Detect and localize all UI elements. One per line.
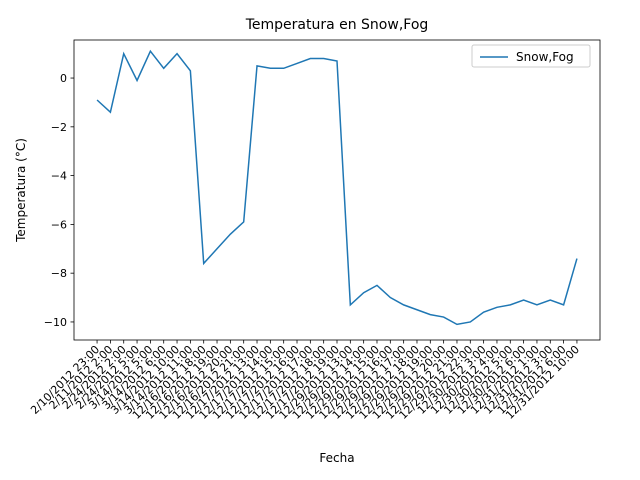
y-tick-label: −8 [51, 267, 67, 280]
y-tick-label: −10 [44, 316, 67, 329]
y-tick-label: −2 [51, 121, 67, 134]
chart-title: Temperatura en Snow,Fog [245, 17, 429, 33]
legend-label: Snow,Fog [516, 50, 574, 64]
y-tick-label: −6 [51, 218, 67, 231]
x-axis-label: Fecha [319, 451, 354, 465]
y-axis-label: Temperatura (°C) [14, 138, 28, 243]
y-tick-label: 0 [60, 72, 67, 85]
plot-area [73, 39, 601, 341]
y-tick-label: −4 [51, 170, 67, 183]
legend-box [471, 44, 591, 68]
line [96, 49, 578, 326]
